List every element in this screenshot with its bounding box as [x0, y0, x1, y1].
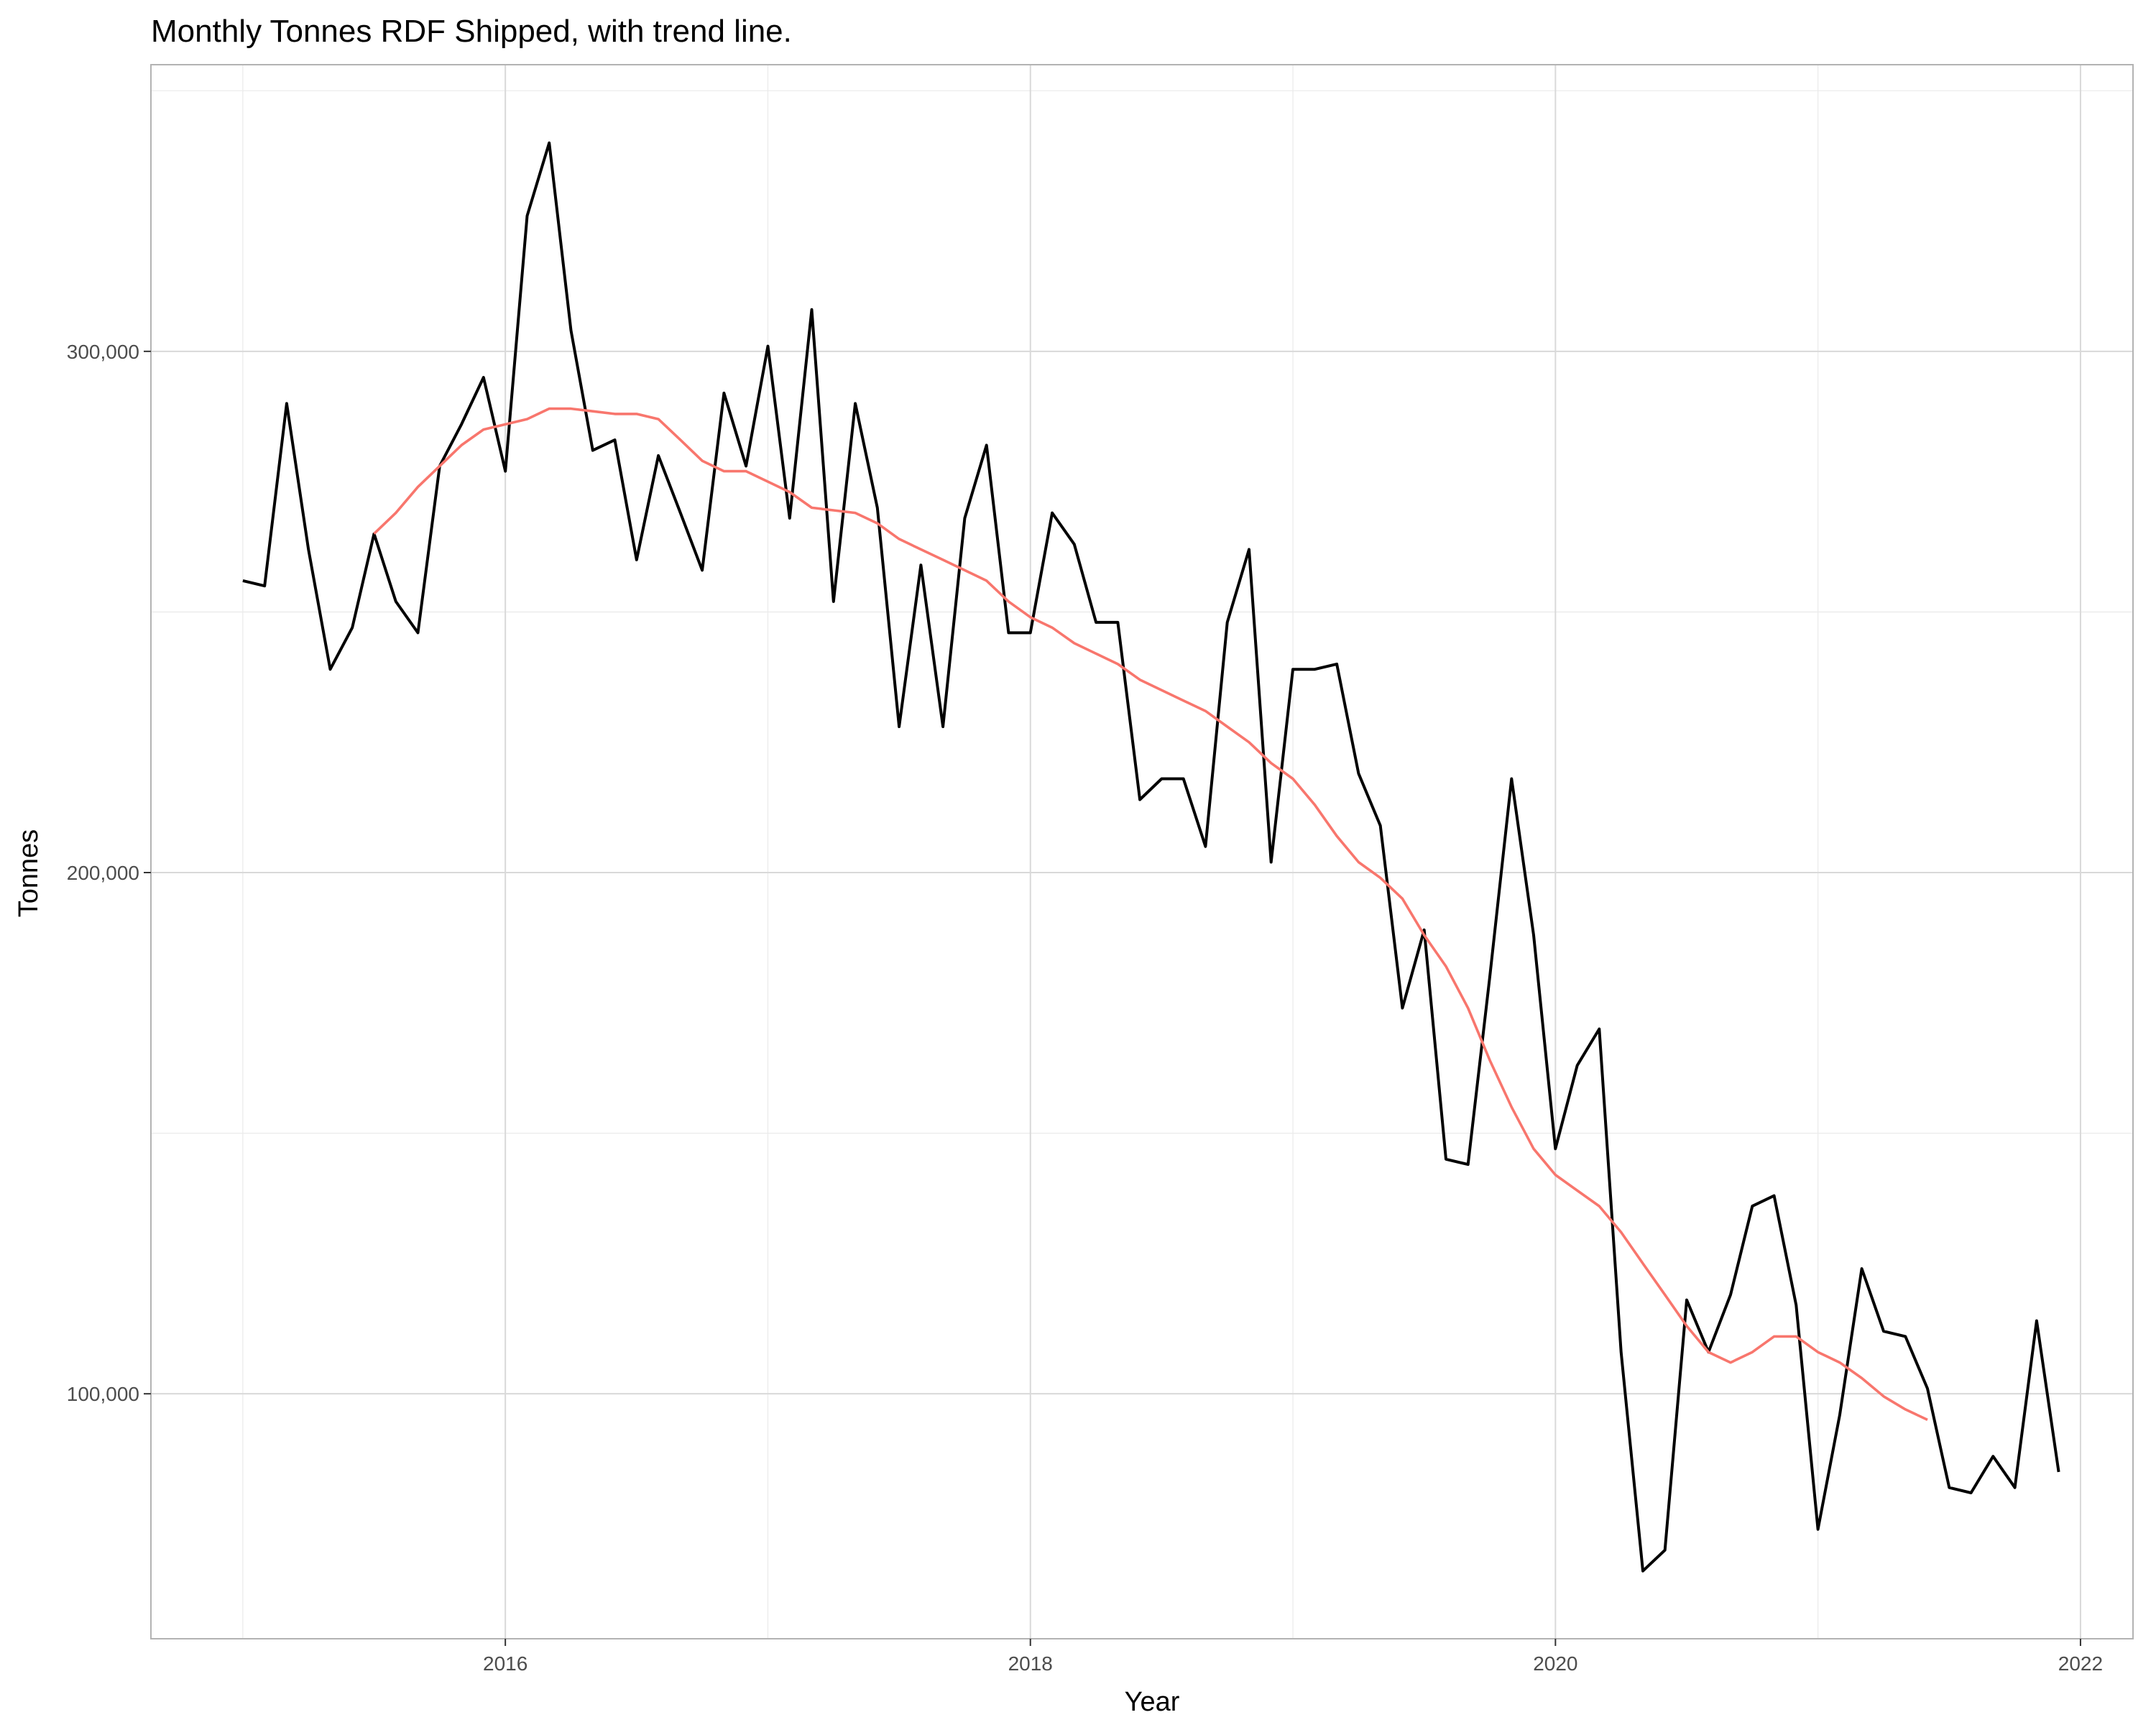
- chart-title: Monthly Tonnes RDF Shipped, with trend l…: [151, 14, 792, 49]
- axis-ticks: 2016 2018 2020 2022 100,000 200,000 300,000: [67, 341, 2103, 1675]
- x-axis-title: Year: [1125, 1687, 1180, 1717]
- x-tick-label: 2022: [2058, 1652, 2103, 1675]
- x-tick-label: 2018: [1008, 1652, 1053, 1675]
- trend-line: [373, 407, 1928, 1422]
- x-tick-label: 2016: [483, 1652, 528, 1675]
- plot-panel-border: [150, 64, 2134, 1639]
- monthly-tonnes-line: [242, 141, 2060, 1573]
- y-axis-title: Tonnes: [14, 829, 44, 918]
- y-tick-label: 200,000: [67, 862, 139, 884]
- y-tick-label: 300,000: [67, 341, 139, 363]
- x-tick-label: 2020: [1533, 1652, 1577, 1675]
- series-layer: [242, 141, 2060, 1573]
- gridlines: [151, 65, 2133, 1639]
- y-tick-label: 100,000: [67, 1383, 139, 1405]
